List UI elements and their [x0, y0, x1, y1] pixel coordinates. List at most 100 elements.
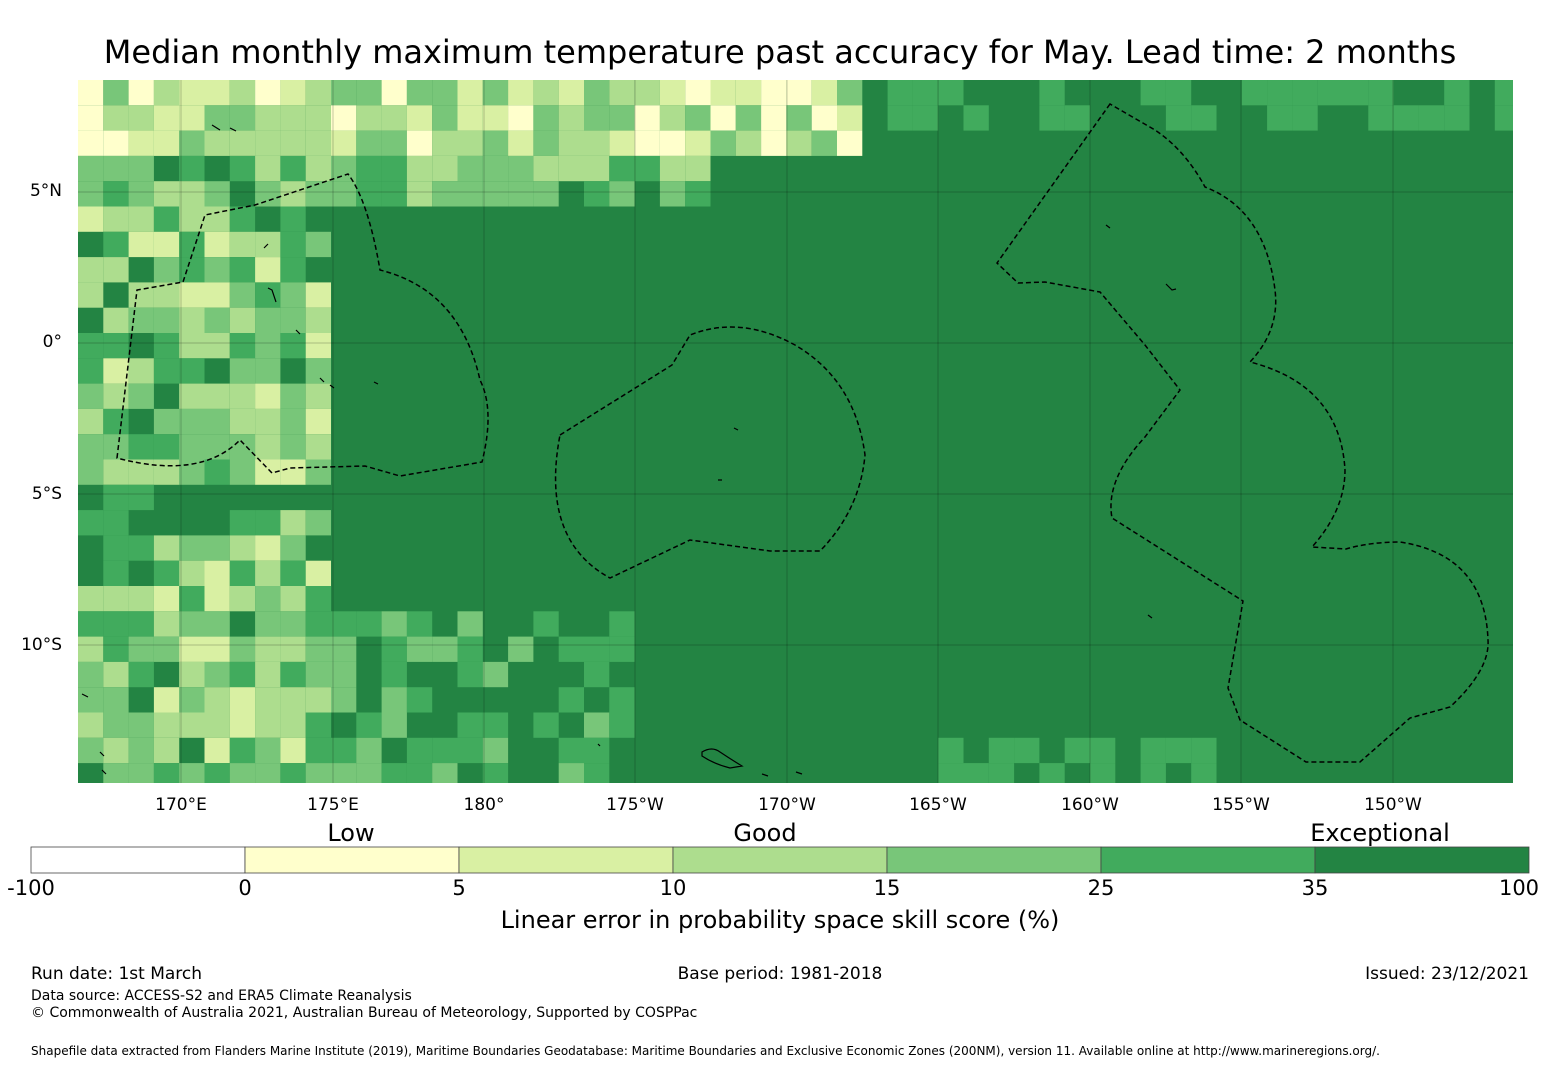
- skill-cell: [432, 763, 458, 783]
- colorbar-swatch: [30, 846, 246, 874]
- skill-cell: [634, 105, 660, 131]
- skill-cell: [204, 636, 230, 662]
- skill-cell: [735, 80, 762, 106]
- colorbar-swatch: [1100, 846, 1316, 874]
- issued-date: Issued: 23/12/2021: [1365, 964, 1529, 984]
- skill-cell: [609, 181, 635, 207]
- skill-cell: [153, 408, 180, 435]
- skill-cell: [457, 105, 483, 131]
- skill-cell: [305, 80, 331, 106]
- skill-cell: [103, 80, 129, 106]
- skill-cell: [204, 181, 230, 207]
- skill-cell: [229, 257, 256, 283]
- skill-cell: [406, 611, 433, 637]
- skill-cell: [482, 130, 509, 156]
- skill-cell: [255, 661, 281, 688]
- skill-cell: [381, 763, 407, 783]
- skill-cell: [381, 181, 407, 207]
- skill-cell: [305, 459, 331, 485]
- skill-cell: [508, 130, 534, 156]
- skill-cell: [432, 130, 458, 156]
- skill-cell: [179, 282, 205, 308]
- skill-cell: [255, 408, 281, 435]
- skill-cell: [153, 257, 180, 283]
- skill-cell: [255, 333, 281, 359]
- skill-cell: [558, 687, 584, 713]
- skill-cell: [204, 611, 230, 637]
- skill-cell: [229, 763, 256, 783]
- skill-cell: [482, 155, 509, 182]
- skill-cell: [78, 130, 104, 156]
- skill-cell: [533, 80, 559, 106]
- skill-cell: [229, 155, 256, 182]
- skill-cell: [179, 636, 205, 662]
- skill-cell: [103, 383, 129, 409]
- lon-label-175w: 175°W: [606, 795, 664, 815]
- skill-cell: [685, 181, 711, 207]
- shapefile-credit: Shapefile data extracted from Flanders M…: [31, 1044, 1380, 1058]
- colorbar: [30, 846, 1530, 874]
- island-outline: [211, 124, 1177, 619]
- skill-cell: [331, 105, 357, 131]
- skill-cell: [103, 586, 129, 612]
- skill-cell: [1444, 105, 1470, 131]
- skill-cell: [1317, 80, 1343, 106]
- skill-cell: [1368, 80, 1394, 106]
- skill-cell: [103, 181, 129, 207]
- skill-cell: [1267, 105, 1293, 131]
- skill-cell: [305, 636, 331, 662]
- skill-cell: [584, 80, 610, 106]
- skill-cell: [255, 257, 281, 283]
- skill-cell: [1292, 80, 1318, 106]
- skill-cell: [179, 105, 205, 131]
- skill-cell: [103, 231, 129, 258]
- skill-cell: [204, 408, 230, 435]
- skill-cell: [482, 712, 509, 738]
- skill-cell: [887, 105, 913, 131]
- skill-cell: [457, 636, 483, 662]
- skill-cell: [659, 155, 686, 182]
- skill-cell: [280, 383, 306, 409]
- skill-cell: [305, 358, 331, 384]
- skill-cell: [280, 307, 306, 333]
- skill-cell: [128, 611, 154, 637]
- skill-cell: [179, 155, 205, 182]
- skill-cell: [128, 586, 154, 612]
- skill-cell: [204, 307, 230, 333]
- skill-cell: [811, 80, 837, 106]
- skill-cell: [482, 181, 509, 207]
- skill-cell: [103, 510, 129, 536]
- skill-cell: [103, 408, 129, 435]
- skill-cell: [533, 181, 559, 207]
- skill-cell: [1064, 105, 1090, 131]
- skill-cell: [356, 737, 382, 764]
- skill-cell: [356, 712, 382, 738]
- skill-cell: [280, 231, 306, 258]
- skill-cell: [406, 636, 433, 662]
- skill-cell: [204, 763, 230, 783]
- skill-cell: [1064, 737, 1090, 764]
- skill-cell: [255, 282, 281, 308]
- skill-cell: [280, 687, 306, 713]
- colorbar-category-exceptional: Exceptional: [1310, 819, 1450, 847]
- skill-cell: [356, 80, 382, 106]
- skill-cell: [609, 611, 635, 637]
- lon-label-155w: 155°W: [1212, 795, 1270, 815]
- skill-cell: [457, 181, 483, 207]
- skill-cell: [229, 434, 256, 460]
- skill-cell: [179, 231, 205, 258]
- skill-cell: [381, 105, 407, 131]
- skill-cell: [153, 105, 180, 131]
- skill-cell: [280, 206, 306, 232]
- skill-cell: [78, 636, 104, 662]
- skill-cell: [153, 307, 180, 333]
- skill-cell: [255, 80, 281, 106]
- skill-cell: [457, 661, 483, 688]
- skill-cell: [103, 434, 129, 460]
- skill-cell: [153, 231, 180, 258]
- skill-cell: [128, 737, 154, 764]
- skill-cell: [609, 155, 635, 182]
- skill-cell: [659, 130, 686, 156]
- skill-cell: [128, 636, 154, 662]
- skill-cell: [1191, 763, 1217, 783]
